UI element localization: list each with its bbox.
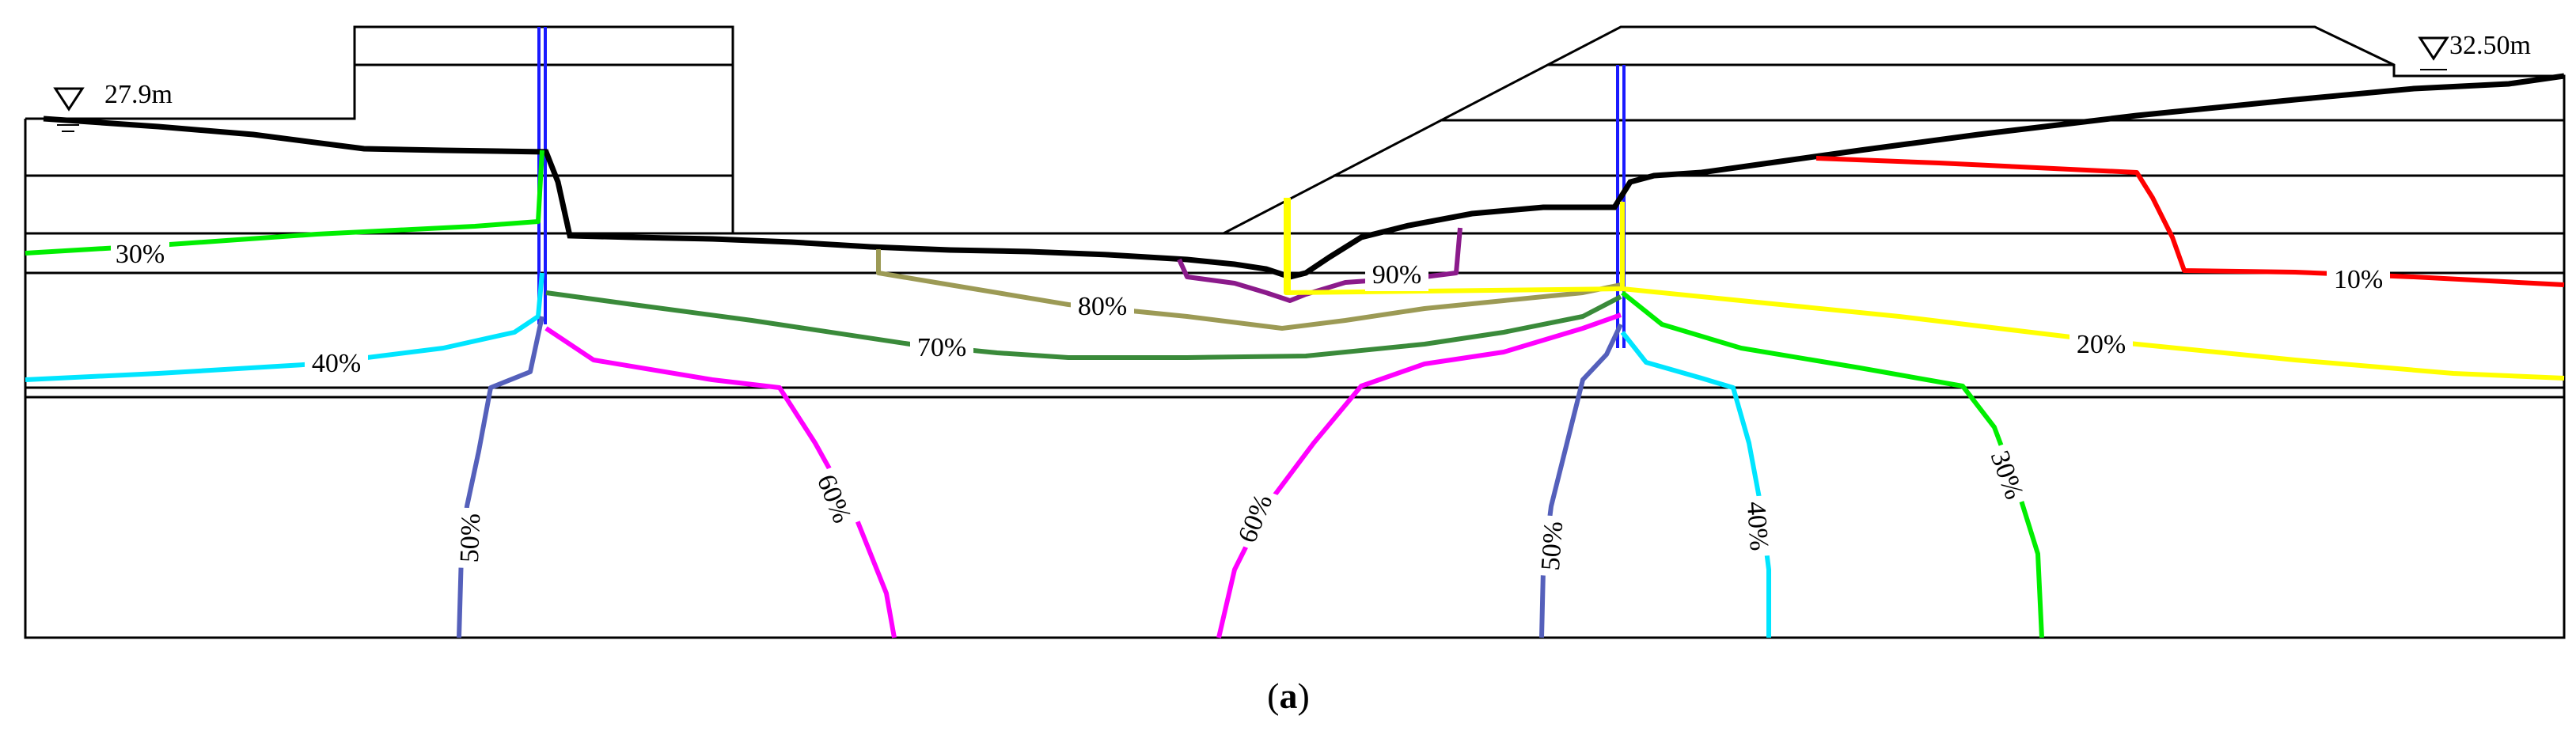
caption-close-paren: ) <box>1298 676 1310 716</box>
contour-labels: 30% 40% 50% 60% 70% 80% 90% 60% <box>111 237 2390 578</box>
contour-label-30-right: 30% <box>1985 447 2029 503</box>
caption-open-paren: ( <box>1267 676 1279 716</box>
contour-70 <box>545 290 1622 360</box>
water-level-triangle-icon <box>53 87 85 112</box>
contour-label: 50% <box>452 507 487 569</box>
contour-label-30-left: 30% <box>116 240 165 269</box>
caption-letter: a <box>1280 676 1298 716</box>
contour-label-10: 10% <box>2334 265 2383 294</box>
right-water-level-label: 32.50m <box>2449 31 2531 60</box>
contour-30-left <box>25 150 544 256</box>
contour-label: 30% <box>1982 441 2033 509</box>
contour-label-40-left: 40% <box>312 349 361 378</box>
contour-label-60-left: 60% <box>811 471 857 528</box>
figure-caption: (a) <box>1267 676 1310 716</box>
contour-10 <box>1815 156 2565 287</box>
contour-30-right <box>1621 290 2044 638</box>
contour-label: 80% <box>1071 291 1134 323</box>
contour-50-left <box>457 316 544 638</box>
contour-40-left <box>25 272 544 382</box>
contour-label-70: 70% <box>917 333 966 362</box>
contour-label-50-right: 50% <box>1536 521 1569 572</box>
contour-40-right <box>1620 331 1771 638</box>
contour-label: 70% <box>910 331 973 362</box>
contour-lines <box>25 150 2565 638</box>
contour-label-50-left: 50% <box>455 513 486 563</box>
contour-label-40-right: 40% <box>1741 501 1774 552</box>
contour-label: 60% <box>809 464 861 532</box>
contour-90 <box>1177 227 1463 303</box>
contour-label: 50% <box>1533 514 1569 578</box>
contour-label-90: 90% <box>1372 260 1421 290</box>
contour-60-left <box>544 326 897 638</box>
contour-60-right <box>1216 312 1622 638</box>
contour-label: 40% <box>305 348 368 380</box>
contour-80 <box>876 249 1622 331</box>
contour-label-60-right: 60% <box>1233 490 1279 547</box>
contour-label-80: 80% <box>1078 292 1127 321</box>
section-outline <box>24 25 2566 639</box>
contour-label: 30% <box>111 237 169 269</box>
right-water-level: 32.50m <box>2418 31 2531 77</box>
water-level-triangle-icon <box>2418 36 2449 61</box>
contour-20 <box>1284 198 2565 381</box>
contour-label-20: 20% <box>2077 330 2126 359</box>
contour-label: 10% <box>2327 264 2390 296</box>
left-water-level: 27.9m <box>53 80 173 132</box>
contour-label: 40% <box>1740 494 1777 558</box>
contour-label: 90% <box>1365 259 1428 291</box>
contour-label: 20% <box>2070 329 2133 361</box>
contour-50-right <box>1539 323 1623 638</box>
left-water-level-label: 27.9m <box>104 80 173 109</box>
section-geometry <box>24 25 2566 639</box>
contour-label: 60% <box>1228 484 1280 552</box>
